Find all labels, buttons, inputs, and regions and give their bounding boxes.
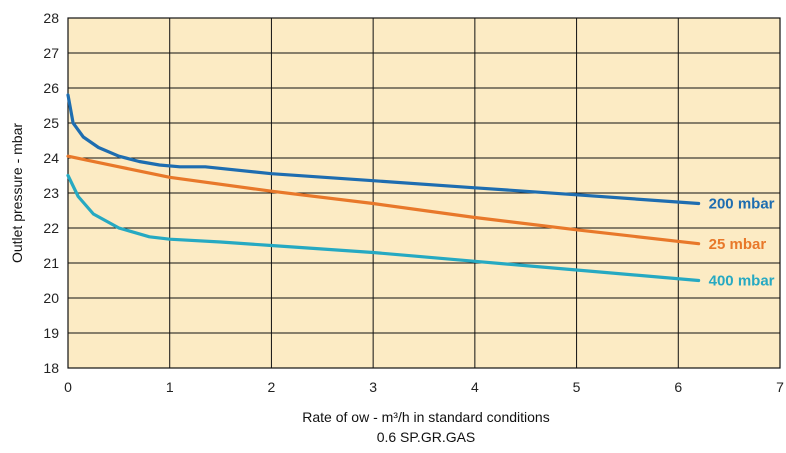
series-line-25-mbar bbox=[66, 154, 701, 246]
x-tick-label: 3 bbox=[369, 379, 377, 395]
grid-lines bbox=[68, 18, 780, 368]
y-tick-label: 20 bbox=[43, 290, 59, 306]
y-tick-label: 22 bbox=[43, 220, 59, 236]
x-tick-label: 6 bbox=[674, 379, 682, 395]
x-tick-label: 1 bbox=[166, 379, 174, 395]
y-tick-label: 21 bbox=[43, 255, 59, 271]
series-lines bbox=[66, 93, 701, 283]
x-tick-label: 0 bbox=[64, 379, 72, 395]
series-label: 400 mbar bbox=[709, 273, 775, 290]
y-tick-label: 18 bbox=[43, 360, 59, 376]
x-tick-label: 2 bbox=[268, 379, 276, 395]
series-label: 25 mbar bbox=[709, 236, 767, 253]
x-axis-subtitle: 0.6 SP.GR.GAS bbox=[377, 429, 476, 445]
y-tick-label: 26 bbox=[43, 80, 59, 96]
x-tick-label: 4 bbox=[471, 379, 479, 395]
x-axis-title: Rate of ow - m³/h in standard conditions bbox=[302, 409, 549, 425]
y-tick-label: 27 bbox=[43, 45, 59, 61]
y-tick-label: 25 bbox=[43, 115, 59, 131]
y-tick-label: 23 bbox=[43, 185, 59, 201]
x-tick-label: 7 bbox=[776, 379, 784, 395]
y-tick-label: 19 bbox=[43, 325, 59, 341]
y-tick-label: 28 bbox=[43, 10, 59, 26]
y-tick-label: 24 bbox=[43, 150, 59, 166]
y-axis-title: Outlet pressure - mbar bbox=[9, 123, 25, 263]
x-axis-ticks: 0 1 2 3 4 5 6 7 bbox=[64, 379, 784, 395]
x-tick-label: 5 bbox=[573, 379, 581, 395]
plot-frame bbox=[67, 17, 781, 369]
series-labels: 200 mbar 25 mbar 400 mbar bbox=[709, 196, 775, 290]
y-axis-ticks: 18 19 20 21 22 23 24 25 26 27 28 bbox=[43, 10, 59, 376]
series-line-200-mbar bbox=[66, 93, 701, 206]
series-label: 200 mbar bbox=[709, 196, 775, 213]
series-line-400-mbar bbox=[66, 173, 701, 283]
